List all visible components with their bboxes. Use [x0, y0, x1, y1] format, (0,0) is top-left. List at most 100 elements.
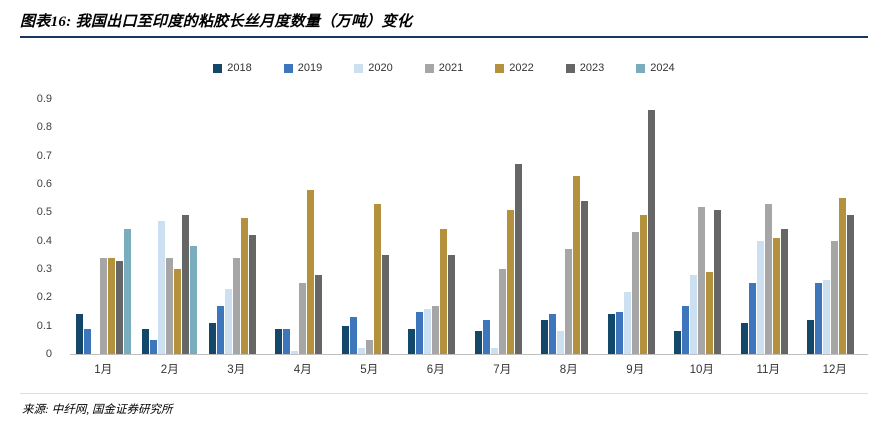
- bar-2019: [349, 317, 357, 354]
- bar-2023: [115, 260, 123, 354]
- bar-2018: [541, 320, 549, 354]
- bar-2018: [208, 322, 216, 354]
- bar-2021: [365, 339, 373, 354]
- bar-2020: [756, 240, 764, 354]
- bar-2021: [631, 232, 639, 354]
- bar-2019: [682, 305, 690, 354]
- bar-2019: [748, 283, 756, 354]
- x-axis-label: 2月: [160, 364, 179, 376]
- legend-swatch: [636, 63, 646, 73]
- bar-2023: [847, 215, 855, 354]
- bar-2020: [623, 291, 631, 354]
- legend: 2018 2019 2020 2021 2022 2023 2024: [20, 62, 868, 74]
- x-axis-label: 1月: [94, 364, 113, 376]
- y-tick-label: 0.2: [36, 291, 52, 304]
- y-tick-label: 0.1: [36, 319, 52, 332]
- bar-2023: [315, 274, 323, 354]
- bar-2018: [474, 331, 482, 354]
- legend-swatch: [213, 63, 223, 73]
- bar-2021: [99, 257, 107, 354]
- bar-2018: [674, 331, 682, 354]
- x-axis: 1月 2月 3月 4月 5月 6月 7月 8月 9月 10月 11月 12月: [70, 355, 868, 377]
- y-tick-label: 0.6: [36, 178, 52, 190]
- bar-2022: [240, 218, 248, 354]
- x-axis-label: 5月: [360, 364, 379, 376]
- y-tick-label: 0.9: [36, 93, 52, 105]
- y-axis: 0 0.1 0.2 0.3 0.4 0.5 0.6 0.7 0.8 0.9: [20, 93, 62, 360]
- bar-2023: [381, 254, 389, 354]
- y-tick-label: 0.4: [36, 234, 52, 247]
- bar-2021: [698, 206, 706, 354]
- bar-2020: [158, 220, 166, 354]
- legend-label: 2018: [227, 62, 252, 74]
- bar-2021: [498, 269, 506, 354]
- bar-2021: [432, 305, 440, 354]
- bar-2022: [706, 271, 714, 354]
- legend-swatch: [354, 63, 364, 73]
- bar-2022: [772, 237, 780, 354]
- x-axis-label: 9月: [626, 364, 645, 376]
- x-axis-label: 11月: [756, 364, 780, 376]
- bar-2023: [581, 201, 589, 354]
- bar-2019: [416, 311, 424, 354]
- bar-2020: [557, 331, 565, 354]
- bar-2022: [307, 189, 315, 354]
- bar-2020: [357, 348, 365, 354]
- bar-2024: [190, 246, 198, 354]
- bar-2021: [232, 257, 240, 354]
- legend-swatch: [283, 63, 293, 73]
- footer-divider: 来源: 中纤网, 国金证券研究所: [20, 393, 868, 417]
- bar-2021: [565, 249, 573, 354]
- bar-2023: [780, 229, 788, 354]
- legend-item: 2023: [565, 62, 605, 74]
- month-group: [469, 99, 536, 354]
- bar-2019: [615, 311, 623, 354]
- bar-2022: [506, 209, 514, 354]
- bar-2022: [839, 198, 847, 354]
- y-tick-label: 0.7: [36, 149, 52, 162]
- bar-2020: [224, 288, 232, 354]
- plot-columns: [70, 99, 868, 355]
- chart-title: 图表16: 我国出口至印度的粘胶长丝月度数量（万吨）变化: [20, 14, 413, 30]
- legend-swatch: [495, 63, 505, 73]
- month-group: [403, 99, 470, 354]
- legend-item: 2020: [354, 62, 393, 74]
- bar-2023: [714, 209, 722, 354]
- bar-2019: [482, 320, 490, 354]
- bar-2023: [448, 254, 456, 354]
- month-group: [536, 99, 603, 354]
- bar-2021: [831, 240, 839, 354]
- month-group: [336, 99, 403, 354]
- bar-2022: [440, 229, 448, 354]
- month-group: [669, 99, 736, 354]
- bar-2023: [248, 235, 256, 354]
- bar-2021: [764, 203, 772, 354]
- x-axis-label: 10月: [689, 364, 714, 376]
- y-tick-label: 0.5: [36, 206, 52, 219]
- month-group: [137, 99, 204, 354]
- bar-2019: [150, 339, 158, 354]
- bar-2018: [341, 325, 349, 354]
- bar-2023: [182, 215, 190, 354]
- month-group: [602, 99, 669, 354]
- title-underline: [20, 36, 868, 38]
- legend-label: 2024: [650, 62, 675, 74]
- bar-2018: [408, 328, 416, 354]
- month-group: [735, 99, 802, 354]
- bar-2021: [166, 257, 174, 354]
- bar-2024: [123, 229, 131, 354]
- legend-item: 2024: [636, 62, 675, 74]
- legend-label: 2023: [579, 62, 605, 74]
- bar-2020: [424, 308, 432, 354]
- legend-item: 2018: [213, 62, 252, 74]
- bar-2019: [83, 328, 91, 354]
- y-tick-label: 0: [45, 348, 52, 360]
- legend-label: 2020: [368, 62, 393, 74]
- chart-plot: 0 0.1 0.2 0.3 0.4 0.5 0.6 0.7 0.8 0.9 1月 2月 3月 4月 5月 6…: [20, 93, 868, 377]
- y-tick-label: 0.3: [36, 263, 52, 275]
- bar-2019: [216, 305, 224, 354]
- bar-2023: [647, 110, 655, 354]
- x-axis-label: 7月: [493, 364, 512, 376]
- legend-label: 2022: [509, 62, 534, 74]
- y-tick-label: 0.8: [36, 121, 52, 134]
